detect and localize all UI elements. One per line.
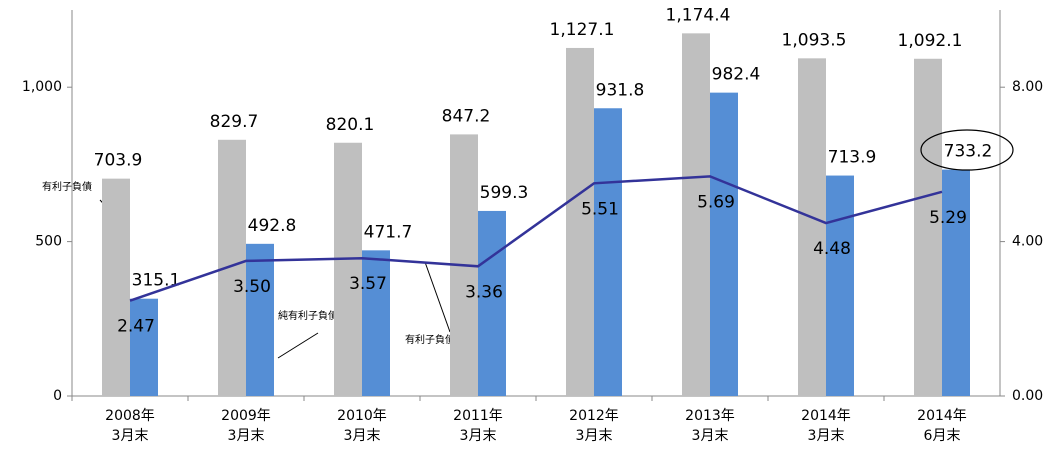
value-label: 820.1	[326, 115, 375, 135]
x-tick-label: 2008年	[105, 408, 155, 424]
x-tick-label: 3月末	[344, 428, 381, 444]
x-tick-label: 3月末	[692, 428, 729, 444]
bar	[594, 108, 622, 396]
bar	[682, 33, 710, 397]
bar	[566, 47, 594, 397]
y-tick-label: 0	[53, 388, 62, 404]
x-tick-label: 3月末	[112, 428, 149, 444]
x-tick-label: 2014年	[801, 408, 851, 424]
x-tick-label: 3月末	[460, 428, 497, 444]
x-tick-label: 3月末	[808, 428, 845, 444]
value-label: 4.48	[813, 239, 851, 259]
bar	[246, 243, 274, 396]
highlight-ellipse	[920, 129, 1014, 171]
value-label: 5.29	[929, 208, 967, 228]
value-label: 599.3	[480, 183, 529, 203]
value-label: 5.51	[581, 199, 619, 219]
line	[129, 175, 943, 302]
x-tick-label: 2010年	[337, 408, 387, 424]
annotation: 純有利子負債	[278, 309, 338, 322]
value-label: 982.4	[712, 65, 761, 85]
value-label: 2.47	[117, 317, 155, 337]
value-label: 1,093.5	[782, 30, 847, 50]
value-label: 1,174.4	[666, 5, 731, 25]
bar	[798, 58, 826, 396]
value-label: 5.69	[697, 192, 735, 212]
x-tick-label: 3月末	[576, 428, 613, 444]
x-tick-label: 2014年	[917, 408, 967, 424]
leader-line	[424, 261, 451, 333]
value-label: 829.7	[210, 112, 259, 132]
bar	[710, 92, 738, 396]
bar	[942, 169, 970, 396]
value-label: 471.7	[364, 222, 413, 242]
annotation: 有利子負債	[42, 180, 92, 193]
y-tick-label: 500	[35, 234, 62, 250]
value-label: 713.9	[828, 148, 877, 168]
value-label: 847.2	[442, 106, 491, 126]
value-label: 703.9	[94, 151, 143, 171]
y2-tick-label: 8.00	[1012, 79, 1043, 95]
bar	[914, 58, 942, 396]
value-label: 931.8	[596, 80, 645, 100]
value-label: 1,092.1	[898, 31, 963, 51]
value-label: 3.36	[465, 282, 503, 302]
x-tick-label: 3月末	[228, 428, 265, 444]
y2-tick-label: 4.00	[1012, 234, 1043, 250]
bar	[478, 210, 506, 396]
value-label: 492.8	[248, 216, 297, 236]
bar	[102, 178, 130, 396]
value-label: 3.57	[349, 274, 387, 294]
x-tick-label: 6月末	[924, 428, 961, 444]
x-tick-label: 2011年	[453, 408, 503, 424]
value-label: 315.1	[132, 271, 181, 291]
y-tick-label: 1,000	[22, 79, 62, 95]
value-label: 1,127.1	[550, 20, 615, 40]
bar	[334, 142, 362, 396]
value-label: 3.50	[233, 277, 271, 297]
y2-tick-label: 0.00	[1012, 388, 1043, 404]
leader-line	[277, 332, 319, 359]
x-tick-label: 2009年	[221, 408, 271, 424]
x-tick-label: 2013年	[685, 408, 735, 424]
bar	[130, 298, 158, 396]
bar	[826, 175, 854, 396]
x-tick-label: 2012年	[569, 408, 619, 424]
value-label: 733.2	[944, 142, 993, 162]
bar	[362, 250, 390, 396]
